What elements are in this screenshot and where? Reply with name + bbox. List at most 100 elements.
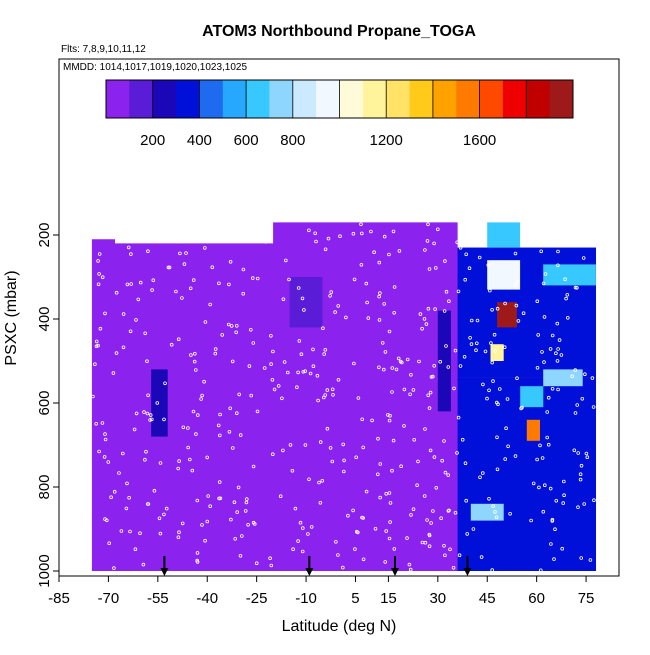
sample-marker bbox=[351, 508, 355, 513]
sample-marker bbox=[550, 333, 555, 338]
sample-marker bbox=[330, 459, 335, 464]
sample-marker bbox=[467, 266, 472, 271]
sample-marker bbox=[296, 539, 300, 543]
sample-marker bbox=[288, 443, 293, 447]
sample-marker bbox=[96, 343, 100, 348]
sample-marker bbox=[433, 266, 438, 270]
sample-marker bbox=[423, 540, 428, 545]
sample-marker bbox=[545, 435, 549, 440]
sample-marker bbox=[194, 432, 198, 436]
sample-marker bbox=[387, 536, 392, 541]
sample-marker bbox=[408, 392, 412, 397]
sample-marker bbox=[382, 302, 387, 306]
sample-marker bbox=[446, 365, 451, 369]
sample-marker bbox=[126, 245, 131, 250]
sample-marker bbox=[474, 348, 478, 353]
sample-marker bbox=[411, 507, 416, 512]
sample-marker bbox=[146, 393, 150, 398]
x-tick-label: -85 bbox=[48, 590, 70, 607]
sample-marker bbox=[554, 351, 558, 356]
sample-marker bbox=[557, 338, 562, 342]
sample-marker bbox=[269, 362, 273, 366]
y-tick-label: 200 bbox=[36, 222, 53, 247]
sample-marker bbox=[114, 290, 119, 295]
sample-marker bbox=[573, 411, 578, 415]
sample-marker bbox=[554, 498, 559, 503]
sample-marker bbox=[427, 267, 432, 271]
sample-marker bbox=[145, 411, 150, 416]
colorbar-bin-9 bbox=[316, 80, 340, 118]
sample-marker bbox=[132, 427, 137, 432]
sample-marker bbox=[203, 246, 207, 250]
sample-marker bbox=[323, 347, 328, 352]
sample-marker bbox=[582, 502, 586, 506]
sample-marker bbox=[313, 231, 318, 236]
sample-marker bbox=[176, 535, 181, 539]
sample-marker bbox=[103, 432, 107, 436]
sample-marker bbox=[480, 471, 485, 475]
sample-marker bbox=[184, 251, 188, 255]
sample-marker bbox=[226, 322, 231, 327]
sample-marker bbox=[469, 342, 474, 346]
sample-marker bbox=[354, 455, 359, 460]
sample-marker bbox=[503, 301, 507, 306]
sample-marker bbox=[181, 425, 186, 430]
sample-marker bbox=[546, 442, 551, 447]
sample-marker bbox=[423, 248, 427, 252]
sample-marker bbox=[415, 483, 419, 488]
sample-marker bbox=[418, 312, 423, 316]
sample-marker bbox=[490, 360, 495, 365]
heatmap-cell-5 bbox=[487, 222, 521, 248]
sample-marker bbox=[493, 349, 498, 353]
sample-marker bbox=[321, 326, 325, 331]
sample-marker bbox=[541, 281, 546, 286]
sample-marker bbox=[94, 339, 99, 344]
sample-marker bbox=[213, 351, 218, 356]
sample-marker bbox=[124, 506, 129, 511]
plot-frame bbox=[58, 58, 620, 577]
sample-marker bbox=[416, 459, 420, 464]
sample-marker bbox=[515, 279, 520, 284]
colorbar-bin-5 bbox=[222, 80, 247, 118]
sample-marker bbox=[112, 489, 117, 494]
sample-marker bbox=[463, 277, 468, 282]
sample-marker bbox=[369, 229, 373, 234]
sample-marker bbox=[495, 306, 500, 311]
sample-marker bbox=[344, 315, 348, 320]
colorbar-bin-17 bbox=[502, 80, 527, 118]
sample-marker bbox=[452, 386, 456, 391]
flight-arrow-head-0 bbox=[160, 568, 169, 576]
sample-marker bbox=[468, 335, 472, 340]
sample-marker bbox=[218, 433, 222, 438]
sample-marker bbox=[351, 231, 356, 236]
sample-marker bbox=[167, 265, 172, 270]
sample-marker bbox=[341, 469, 346, 474]
sample-marker bbox=[490, 568, 495, 572]
colorbar-tick-label: 1600 bbox=[463, 132, 496, 149]
sample-marker bbox=[162, 512, 166, 517]
sample-marker bbox=[237, 392, 242, 397]
colorbar-bin-6 bbox=[246, 80, 270, 118]
sample-marker bbox=[199, 397, 203, 401]
sample-marker bbox=[217, 281, 221, 286]
sample-marker bbox=[384, 529, 389, 533]
sample-marker bbox=[361, 516, 366, 520]
sample-marker bbox=[585, 455, 590, 460]
colorbar-bin-16 bbox=[479, 80, 504, 118]
sample-marker bbox=[442, 309, 447, 313]
sample-marker bbox=[206, 494, 211, 498]
sample-marker bbox=[186, 445, 191, 450]
sample-marker bbox=[234, 330, 239, 335]
sample-marker bbox=[119, 529, 124, 533]
sample-marker bbox=[433, 307, 437, 311]
flight-arrow-head-2 bbox=[391, 568, 399, 576]
sample-marker bbox=[539, 249, 543, 254]
sample-marker bbox=[235, 510, 240, 514]
sample-marker bbox=[249, 327, 253, 332]
sample-marker bbox=[205, 455, 210, 460]
sample-marker bbox=[205, 519, 210, 524]
sample-marker bbox=[94, 421, 98, 426]
sample-marker bbox=[397, 249, 402, 253]
sample-marker bbox=[443, 553, 447, 558]
sample-marker bbox=[341, 442, 346, 447]
